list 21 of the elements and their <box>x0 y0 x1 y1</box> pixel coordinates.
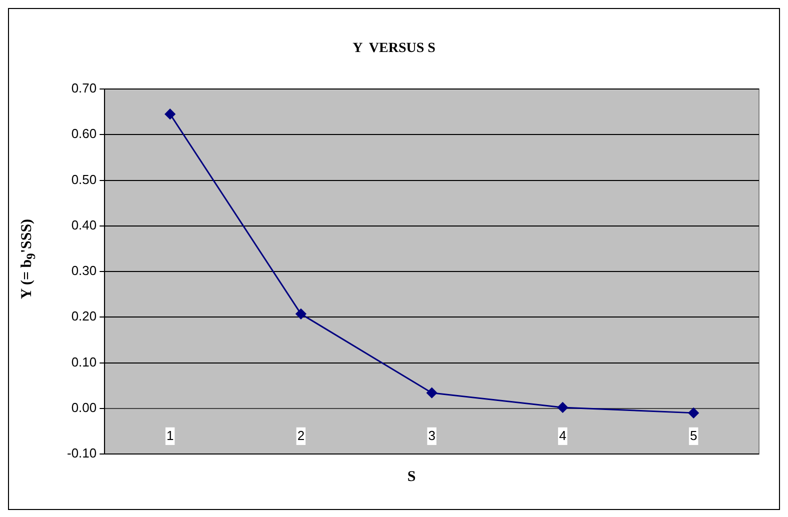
x-tick-label: 3 <box>428 428 436 443</box>
x-tick-label: 5 <box>690 428 698 443</box>
x-tick-label: 4 <box>559 428 566 443</box>
y-tick-label: 0.50 <box>71 172 97 187</box>
y-tick-label: 0.30 <box>71 263 97 278</box>
y-tick-label: 0.60 <box>71 126 97 142</box>
x-tick-label: 1 <box>166 428 174 443</box>
y-tick-label: 0.10 <box>71 354 97 370</box>
y-tick-label: 0.00 <box>71 400 97 415</box>
point <box>557 402 568 413</box>
x-axis-title: S <box>406 469 417 486</box>
point <box>164 108 176 120</box>
y-tick-label: 0.70 <box>71 80 97 96</box>
y-tick-label: 0.40 <box>71 217 97 232</box>
x-tick-label: 2 <box>297 428 305 443</box>
point <box>296 308 306 320</box>
chart-title: Y VERSUS S <box>352 41 436 57</box>
y-tick-label: -0.10 <box>66 446 97 461</box>
y-tick-label: 0.20 <box>71 308 97 324</box>
point <box>426 388 438 398</box>
point <box>688 408 699 418</box>
